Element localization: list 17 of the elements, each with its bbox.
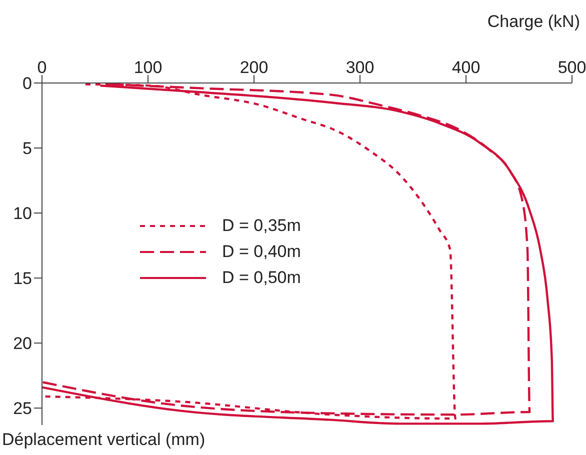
y-tick-label: 5 — [22, 139, 32, 158]
x-tick-label: 200 — [240, 58, 268, 77]
x-tick-label: 100 — [134, 58, 162, 77]
y-tick-label: 10 — [13, 204, 32, 224]
x-tick-label: 0 — [37, 58, 47, 77]
y-tick-label: 0 — [22, 74, 32, 94]
legend-label: D = 0,35m — [222, 216, 301, 236]
x-tick-label: 400 — [452, 58, 480, 77]
x-axis-title: Charge (kN) — [487, 12, 580, 32]
y-tick-label: 25 — [13, 399, 32, 418]
x-tick-label: 500 — [558, 58, 586, 77]
y-axis-title: Déplacement vertical (mm) — [2, 430, 206, 450]
legend-label: D = 0,40m — [222, 242, 301, 262]
legend-label: D = 0,50m — [222, 268, 301, 288]
y-tick-label: 15 — [13, 269, 32, 288]
y-tick-label: 20 — [13, 334, 32, 354]
x-tick-label: 300 — [346, 58, 374, 77]
